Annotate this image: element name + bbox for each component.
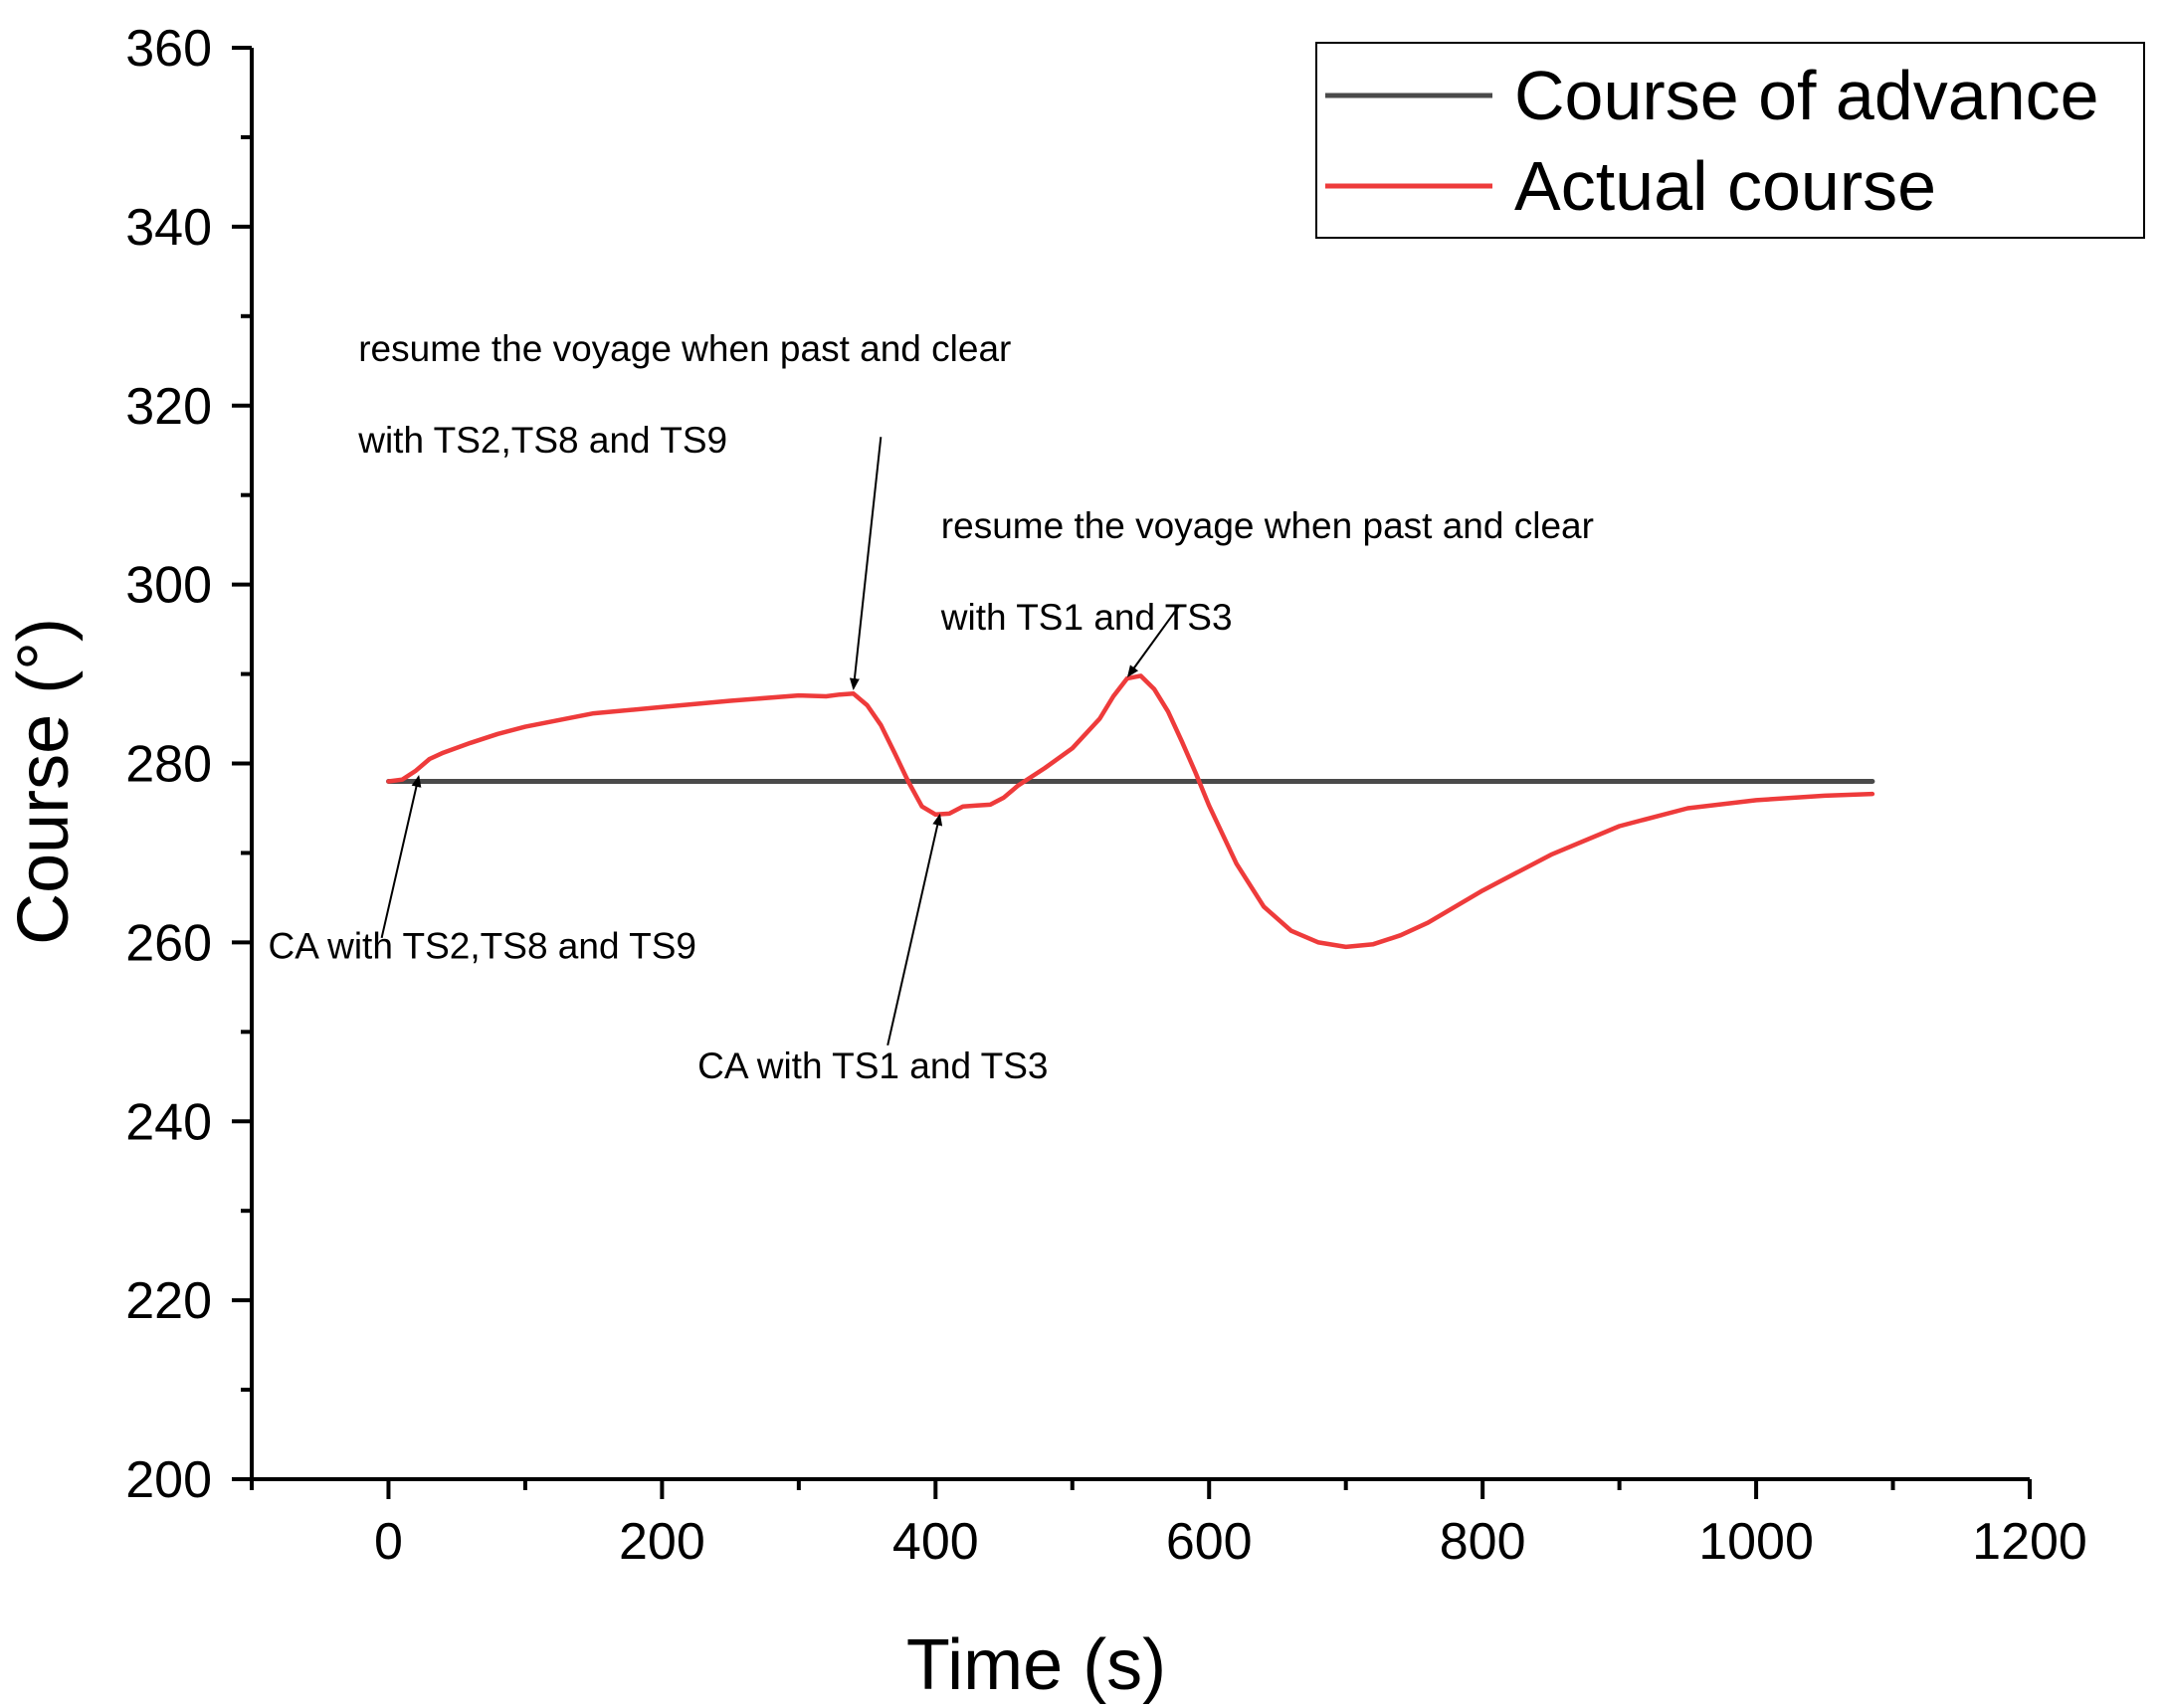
y-tick-label: 240 <box>125 1093 212 1151</box>
annotation-text: CA with TS1 and TS3 <box>697 1045 1048 1086</box>
annotation-text: resume the voyage when past and clear <box>358 328 1011 369</box>
y-tick-label: 340 <box>125 199 212 257</box>
annotation-arrow <box>380 775 422 939</box>
y-axis-title: Course (°) <box>4 618 84 945</box>
legend-label: Actual course <box>1514 147 1936 225</box>
x-tick-label: 1200 <box>1972 1513 2087 1571</box>
x-tick-label: 0 <box>374 1513 403 1571</box>
y-tick-label: 220 <box>125 1272 212 1330</box>
plot-lines <box>386 673 1875 950</box>
annotation-text: with TS2,TS8 and TS9 <box>357 420 727 461</box>
legend-box <box>1315 42 2145 239</box>
annotation-text: resume the voyage when past and clear <box>941 505 1594 546</box>
y-tick-label: 300 <box>125 557 212 615</box>
annotation-arrow <box>849 437 883 690</box>
annotation-arrow <box>1126 605 1180 677</box>
annotation-arrow <box>886 813 943 1046</box>
y-tick-label: 200 <box>125 1451 212 1509</box>
annotations: CA with TS2,TS8 and TS9 resume the voyage… <box>268 328 1593 1086</box>
x-tick-label: 1000 <box>1698 1513 1814 1571</box>
axes: 200 220 240 260 280 300 320 340 360 0 200 400 600 800… <box>4 20 2087 1705</box>
y-tick-label: 360 <box>125 20 212 78</box>
x-axis-title: Time (s) <box>906 1625 1166 1705</box>
x-tick-label: 800 <box>1440 1513 1526 1571</box>
series-line-actual-course <box>386 673 1875 950</box>
x-tick-label: 600 <box>1166 1513 1253 1571</box>
legend-label: Course of advance <box>1514 57 2099 134</box>
y-tick-label: 260 <box>125 914 212 972</box>
annotation-text: CA with TS2,TS8 and TS9 <box>268 926 696 967</box>
y-tick-label: 280 <box>125 736 212 794</box>
x-tick-label: 200 <box>619 1513 705 1571</box>
legend: Course of advance Actual course <box>1315 42 2145 239</box>
annotation-text: with TS1 and TS3 <box>940 597 1233 638</box>
y-tick-label: 320 <box>125 378 212 436</box>
x-tick-label: 400 <box>892 1513 979 1571</box>
